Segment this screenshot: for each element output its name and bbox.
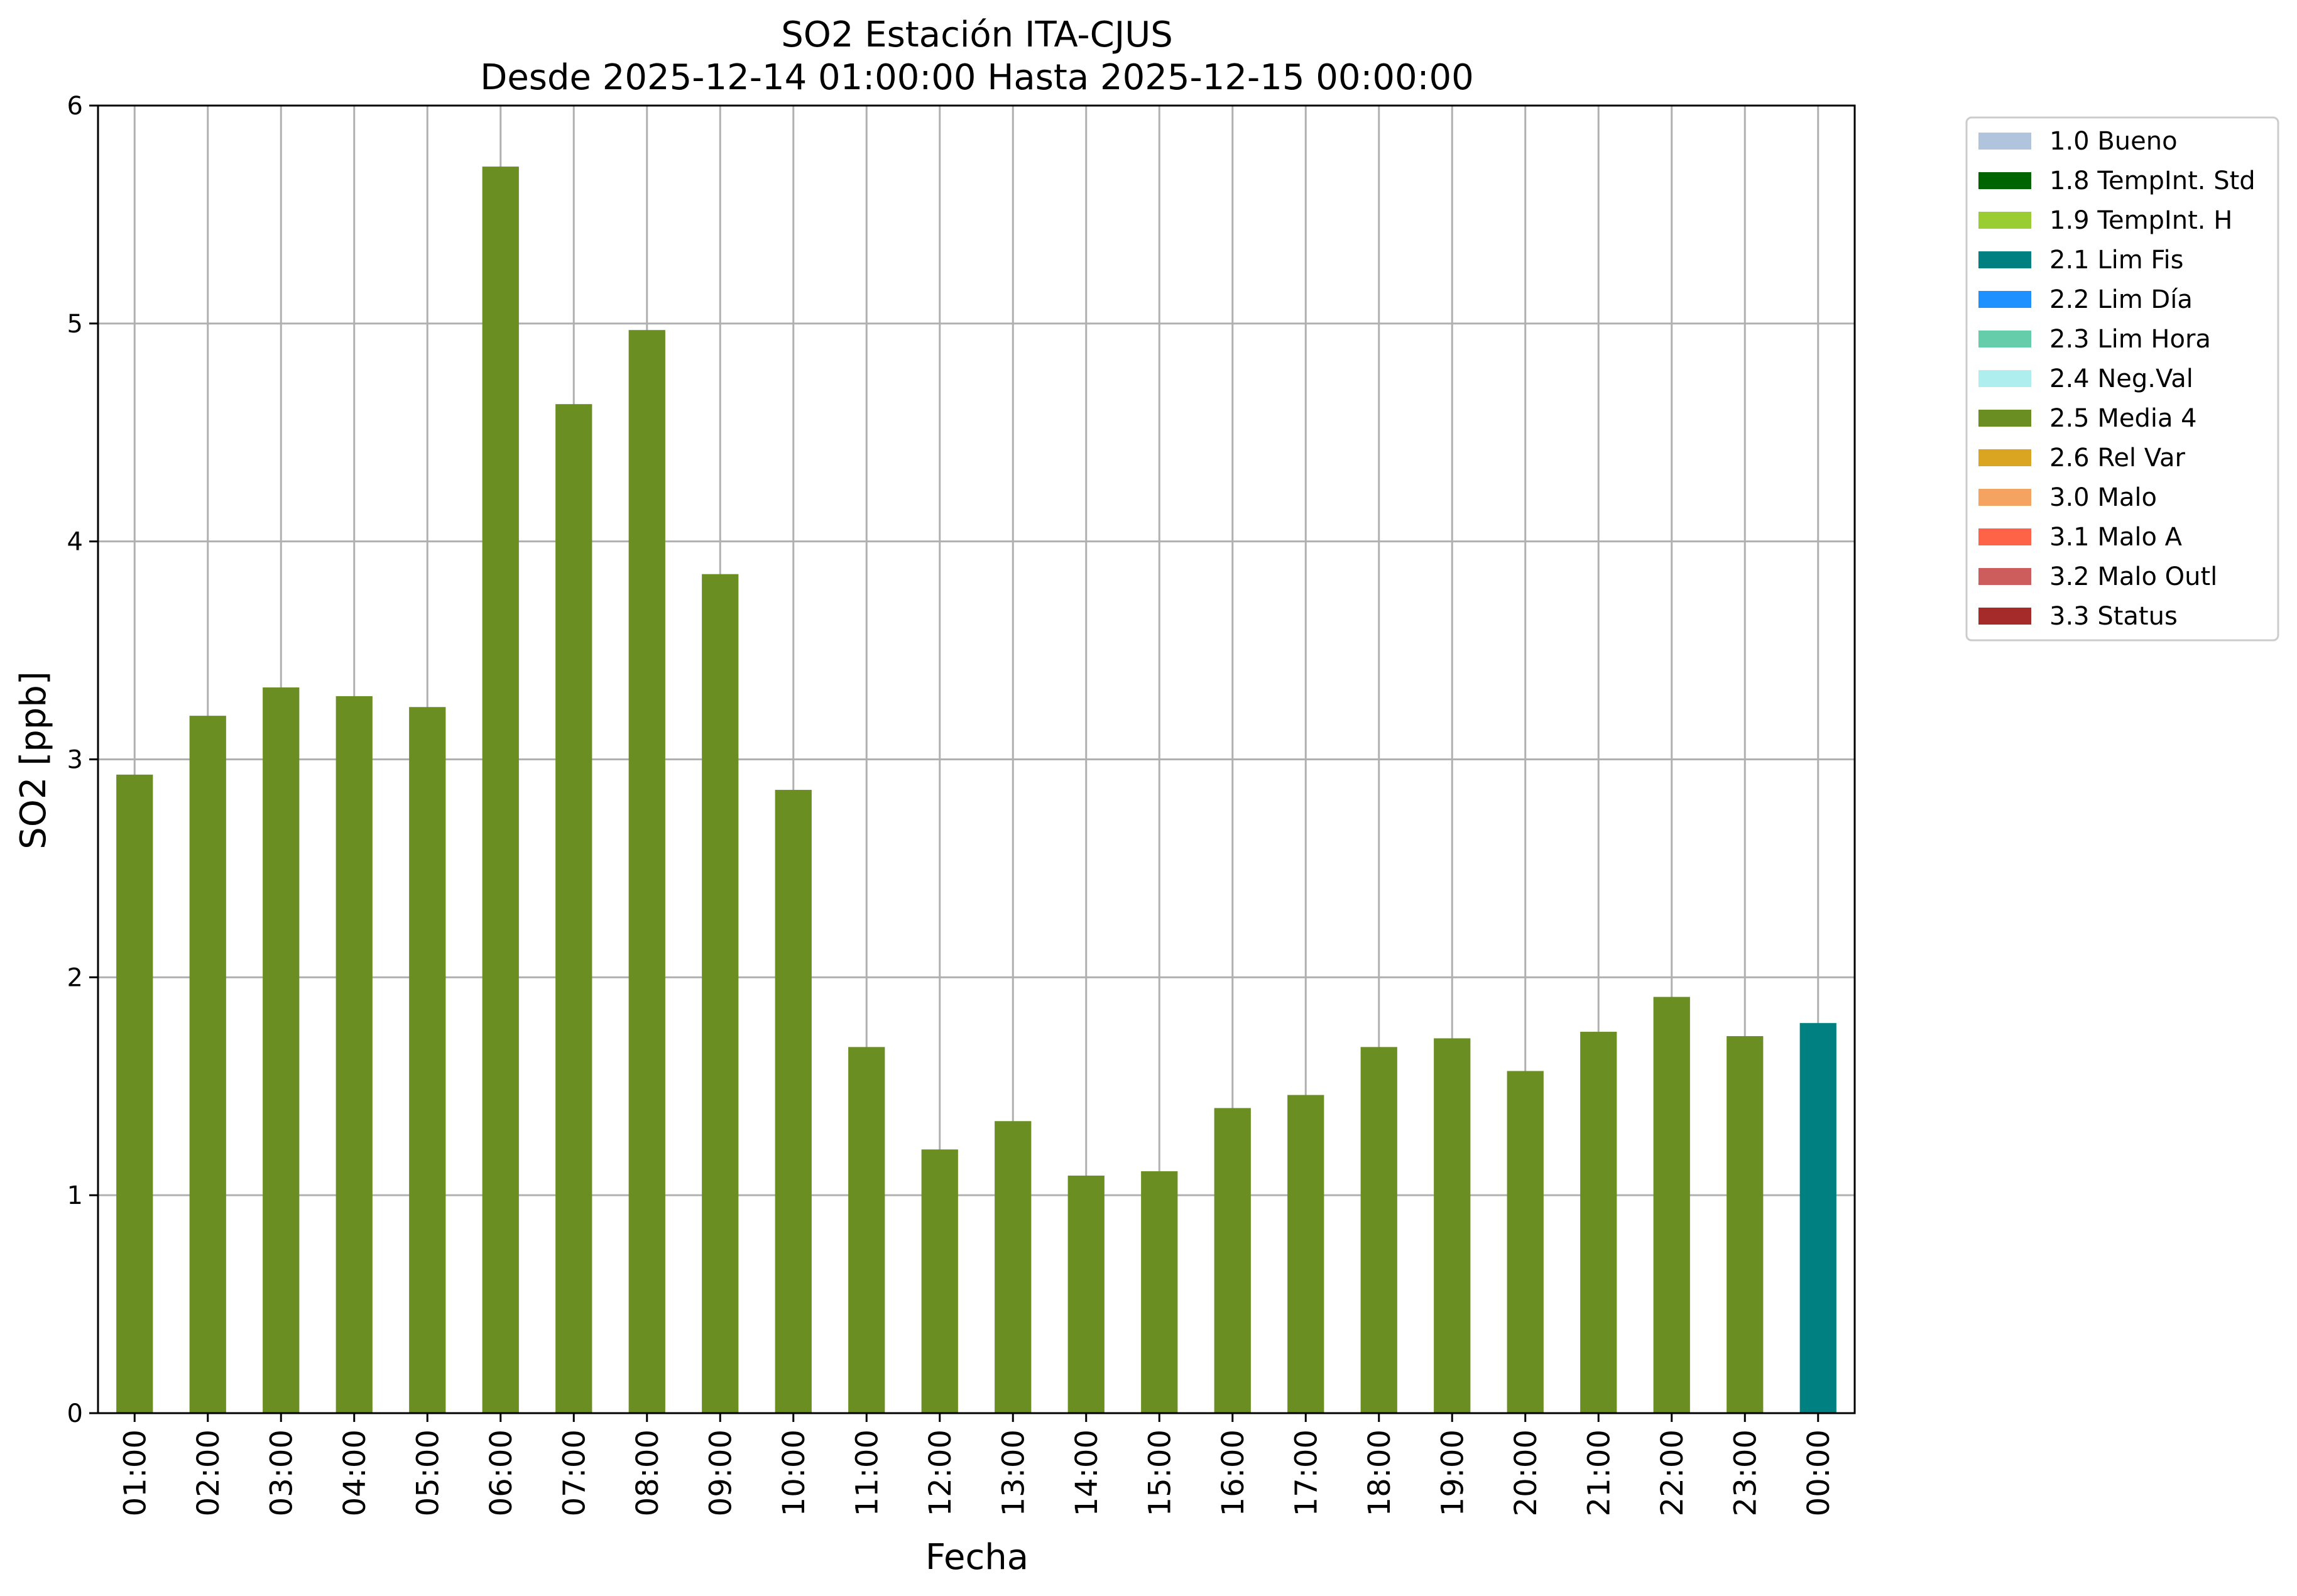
x-tick-label: 20:00 [1509,1429,1544,1516]
legend-label: 1.9 TempInt. H [2049,206,2232,235]
legend-label: 3.3 Status [2049,602,2178,631]
bar [1434,1038,1471,1413]
legend-swatch [1978,528,2031,545]
x-tick-label: 18:00 [1362,1429,1397,1516]
x-tick-label: 00:00 [1801,1429,1836,1516]
bar [775,790,812,1413]
x-tick-label: 17:00 [1289,1429,1324,1516]
y-tick-label: 3 [67,746,83,775]
bar [1580,1032,1617,1413]
x-tick-label: 12:00 [923,1429,958,1516]
axes-frame [97,104,1856,1414]
legend-label: 3.0 Malo [2049,483,2157,512]
bar [336,696,373,1413]
chart-title: SO2 Estación ITA-CJUS [781,14,1173,55]
bar [409,707,446,1413]
x-tick-label: 06:00 [484,1429,519,1516]
bar [628,330,665,1414]
bar [116,774,153,1413]
y-tick-label: 4 [67,528,83,557]
y-tick-label: 2 [67,963,83,992]
x-tick-label: 15:00 [1142,1429,1177,1516]
legend-box [1965,116,2279,642]
x-tick-label: 16:00 [1216,1429,1251,1516]
bar [1287,1095,1324,1413]
bar [1653,997,1690,1413]
y-axis-label: SO2 [ppb] [13,671,54,849]
x-tick-label: 05:00 [410,1429,445,1516]
legend-swatch [1978,212,2031,229]
x-tick-label: 23:00 [1728,1429,1763,1516]
x-tick-label: 02:00 [191,1429,226,1516]
x-tick-label: 21:00 [1581,1429,1617,1516]
x-tick-label: 04:00 [337,1429,373,1516]
bar [1360,1047,1397,1413]
legend-swatch [1978,489,2031,506]
legend-swatch [1978,608,2031,625]
x-axis-label: Fecha [925,1537,1028,1578]
x-tick-label: 19:00 [1435,1429,1470,1516]
legend-swatch [1978,370,2031,387]
y-tick-label: 1 [67,1181,83,1210]
bar [921,1149,958,1413]
bar [1507,1071,1544,1413]
x-tick-label: 14:00 [1069,1429,1105,1516]
legend-swatch [1978,251,2031,268]
legend-swatch [1978,172,2031,189]
legend-label: 1.8 TempInt. Std [2049,167,2256,195]
y-tick-label: 5 [67,310,83,339]
legend-swatch [1978,449,2031,466]
legend-swatch [1978,410,2031,427]
x-tick-label: 01:00 [117,1429,153,1516]
legend-label: 2.3 Lim Hora [2049,325,2211,354]
y-tick-label: 0 [67,1399,83,1428]
bar [1067,1175,1105,1413]
legend-label: 3.1 Malo A [2049,523,2183,552]
legend-label: 2.6 Rel Var [2049,444,2186,473]
legend: 1.0 Bueno 1.8 TempInt. Std 1.9 TempInt. H 2… [1965,116,2279,642]
x-tick-label: 08:00 [630,1429,665,1516]
bar [995,1121,1032,1413]
legend-label: 1.0 Bueno [2049,127,2178,156]
legend-label: 2.2 Lim Día [2049,285,2193,314]
bar [1214,1108,1251,1413]
bar [482,167,519,1414]
x-tick-label: 22:00 [1655,1429,1690,1516]
bar [555,404,592,1414]
bar [1727,1036,1764,1413]
bar [848,1047,885,1413]
legend-swatch [1978,291,2031,308]
legend-swatch [1978,331,2031,347]
x-tick-label: 11:00 [849,1429,885,1516]
y-tick-label: 6 [67,92,83,121]
legend-swatch [1978,133,2031,150]
bar [1141,1171,1178,1413]
legend-label: 2.5 Media 4 [2049,404,2197,433]
bar [702,574,739,1413]
x-tick-label: 09:00 [703,1429,738,1516]
x-tick-label: 13:00 [996,1429,1031,1516]
bar [263,687,300,1413]
bar [189,716,226,1413]
x-tick-label: 07:00 [557,1429,592,1516]
legend-swatch [1978,568,2031,585]
legend-label: 2.4 Neg.Val [2049,364,2193,393]
legend-label: 2.1 Lim Fis [2049,246,2183,275]
plot-area: 0 1 2 3 4 5 6 01:00 02:00 03:00 04:00 05:00 06:00 07:… [67,92,1856,1516]
chart-subtitle: Desde 2025-12-14 01:00:00 Hasta 2025-12-… [480,57,1474,98]
x-tick-label: 03:00 [264,1429,299,1516]
bar [1799,1023,1836,1413]
legend-label: 3.2 Malo Outl [2049,562,2217,591]
x-tick-label: 10:00 [777,1429,812,1516]
